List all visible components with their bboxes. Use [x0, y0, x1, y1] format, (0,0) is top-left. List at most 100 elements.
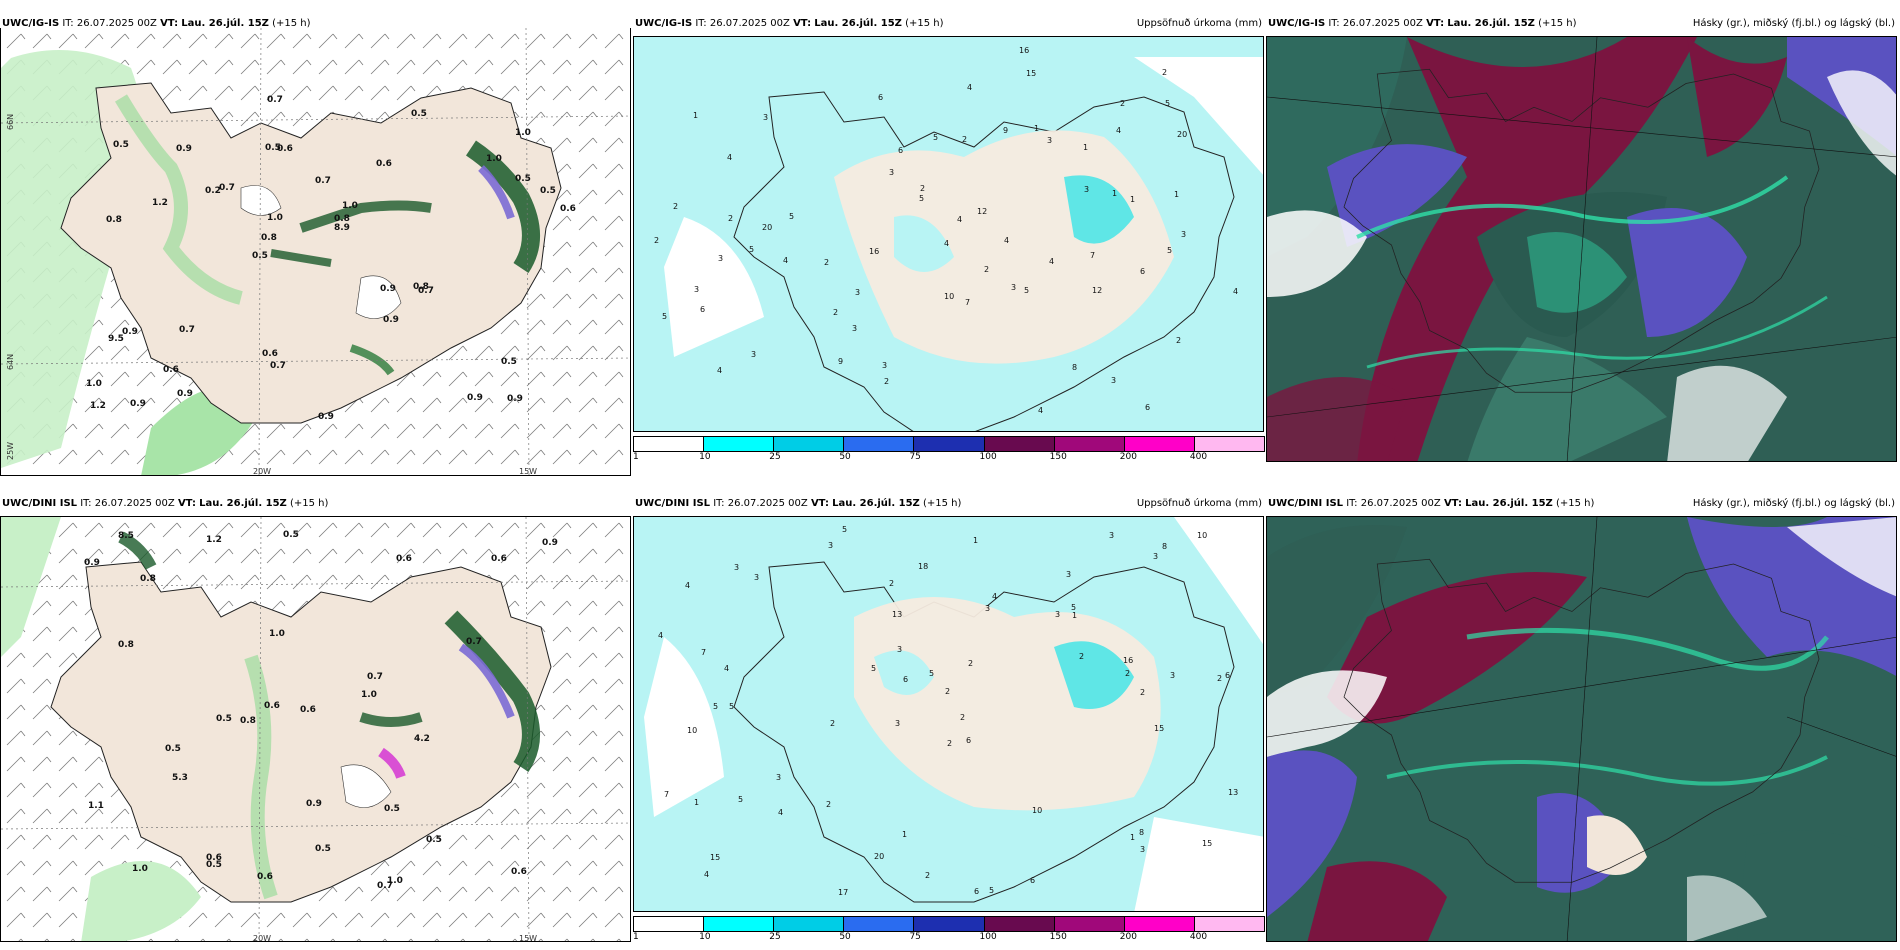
- map-value-label: 3: [895, 719, 900, 728]
- map-value-label: 6: [878, 93, 883, 102]
- colorbar-tick: 100: [979, 932, 997, 942]
- lat-label: 64N: [6, 354, 15, 370]
- map-value-label: 7: [965, 298, 970, 307]
- map-value-label: 0.7: [418, 286, 434, 296]
- map-value-label: 0.5: [426, 835, 442, 845]
- map-value-label: 5: [919, 194, 924, 203]
- map-value-label: 9: [838, 357, 843, 366]
- map-value-label: 0.2: [205, 186, 221, 196]
- map-value-label: 2: [1176, 336, 1181, 345]
- map-value-label: 4: [1049, 257, 1054, 266]
- map-value-label: 1.0: [361, 690, 377, 700]
- map-value-label: 2: [826, 800, 831, 809]
- map-value-label: 9.5: [108, 334, 124, 344]
- map-value-label: 15: [1026, 69, 1036, 78]
- map-value-label: 1.0: [269, 629, 285, 639]
- panel-header: UWC/DINI ISL IT: 26.07.2025 00Z VT: Lau.…: [2, 498, 329, 509]
- colorbar-swatch: [773, 436, 845, 452]
- map-value-label: 6: [1225, 671, 1230, 680]
- lat-label: 66N: [6, 114, 15, 130]
- map-value-label: 3: [1111, 376, 1116, 385]
- panel-cloud-top: UWC/IG-IS IT: 26.07.2025 00Z VT: Lau. 26…: [1266, 14, 1897, 462]
- map-value-label: 0.9: [383, 315, 399, 325]
- map-value-label: 3: [1170, 671, 1175, 680]
- map-value-label: 0.7: [367, 672, 383, 682]
- map-value-label: 6: [966, 736, 971, 745]
- map-value-label: 2: [960, 713, 965, 722]
- map-value-label: 5: [989, 886, 994, 895]
- map-value-label: 0.5: [216, 714, 232, 724]
- map-value-label: 4: [704, 870, 709, 879]
- map-value-label: 0.7: [267, 95, 283, 105]
- map-value-label: 0.5: [540, 186, 556, 196]
- map-value-label: 2: [968, 659, 973, 668]
- map-value-label: 4: [778, 808, 783, 817]
- map-value-label: 0.6: [511, 867, 527, 877]
- cloud-title: Hásky (gr.), miðský (fj.bl.) og lágský (…: [1692, 18, 1895, 29]
- precip-value-labels: 0.60.70.60.51.20.80.50.60.51.00.60.50.60…: [84, 530, 558, 891]
- map-value-label: 2: [833, 308, 838, 317]
- map-value-label: 4: [957, 215, 962, 224]
- map-value-label: 3: [897, 645, 902, 654]
- map-value-label: 6: [903, 675, 908, 684]
- map-value-label: 1.0: [515, 128, 531, 138]
- colorbar-swatch: [1193, 436, 1265, 452]
- map-value-label: 15: [710, 853, 720, 862]
- map-value-label: 0.9: [130, 399, 146, 409]
- map-value-label: 0.5: [283, 530, 299, 540]
- iceland-outline: [1343, 558, 1820, 883]
- map-value-label: 0.9: [507, 394, 523, 404]
- map-value-label: 8: [1139, 828, 1144, 837]
- colorbar-swatch: [703, 916, 775, 932]
- precip-colorbar: 1 10 25 50 75 100 150 200 400: [633, 436, 1265, 464]
- map-value-label: 0.9: [318, 412, 334, 422]
- map-value-label: 0.5: [265, 143, 281, 153]
- map-value-label: 3: [852, 324, 857, 333]
- map-value-label: 2: [962, 135, 967, 144]
- wind-precip-map: 20W 15W 0.6 0.7 0.6 0.5 1.2 0.8 0.5 0.6 0.5 1.0 0.…: [0, 516, 631, 942]
- map-value-label: 3: [734, 563, 739, 572]
- colorbar-swatch: [1053, 916, 1125, 932]
- map-value-label: 0.9: [84, 558, 100, 568]
- map-value-label: 0.5: [384, 804, 400, 814]
- map-value-label: 0.7: [315, 176, 331, 186]
- map-value-label: 4: [967, 83, 972, 92]
- map-value-label: 4: [724, 664, 729, 673]
- colorbar-swatch: [703, 436, 775, 452]
- map-value-label: 4: [685, 581, 690, 590]
- map-value-label: 1: [1072, 611, 1077, 620]
- map-value-label: 4: [783, 256, 788, 265]
- colorbar-swatch: [983, 916, 1055, 932]
- panel-wind-bottom: UWC/DINI ISL IT: 26.07.2025 00Z VT: Lau.…: [0, 494, 631, 942]
- map-value-label: 12: [977, 207, 987, 216]
- precip-value-labels: 0.90.81.00.50.60.90.50.70.90.71.00.60.61…: [86, 95, 576, 422]
- precip-title: Uppsöfnuð úrkoma (mm): [1136, 498, 1262, 509]
- map-value-label: 1: [973, 536, 978, 545]
- map-value-label: 5: [933, 133, 938, 142]
- map-value-label: 0.9: [467, 393, 483, 403]
- map-value-label: 3: [882, 361, 887, 370]
- map-value-label: 1.2: [90, 401, 106, 411]
- map-value-label: 0.7: [377, 881, 393, 891]
- map-value-label: 1: [1112, 189, 1117, 198]
- colorbar-tick: 100: [979, 452, 997, 462]
- map-value-label: 7: [1090, 251, 1095, 260]
- map-value-label: 3: [1109, 531, 1114, 540]
- map-value-label: 5: [871, 664, 876, 673]
- map-value-label: 3: [1153, 552, 1158, 561]
- map-value-label: 16: [1019, 46, 1029, 55]
- panel-header: UWC/IG-IS IT: 26.07.2025 00Z VT: Lau. 26…: [1268, 14, 1895, 34]
- map-value-label: 1: [1130, 195, 1135, 204]
- map-value-label: 7: [664, 790, 669, 799]
- map-value-label: 6: [700, 305, 705, 314]
- map-value-label: 2: [1217, 674, 1222, 683]
- map-value-label: 6: [1030, 876, 1035, 885]
- map-value-label: 5: [729, 702, 734, 711]
- map-value-label: 2: [654, 236, 659, 245]
- lon-label: 20W: [253, 934, 271, 942]
- colorbar-swatch: [1123, 916, 1195, 932]
- colorbar-swatch: [773, 916, 845, 932]
- colorbar-swatch: [913, 916, 985, 932]
